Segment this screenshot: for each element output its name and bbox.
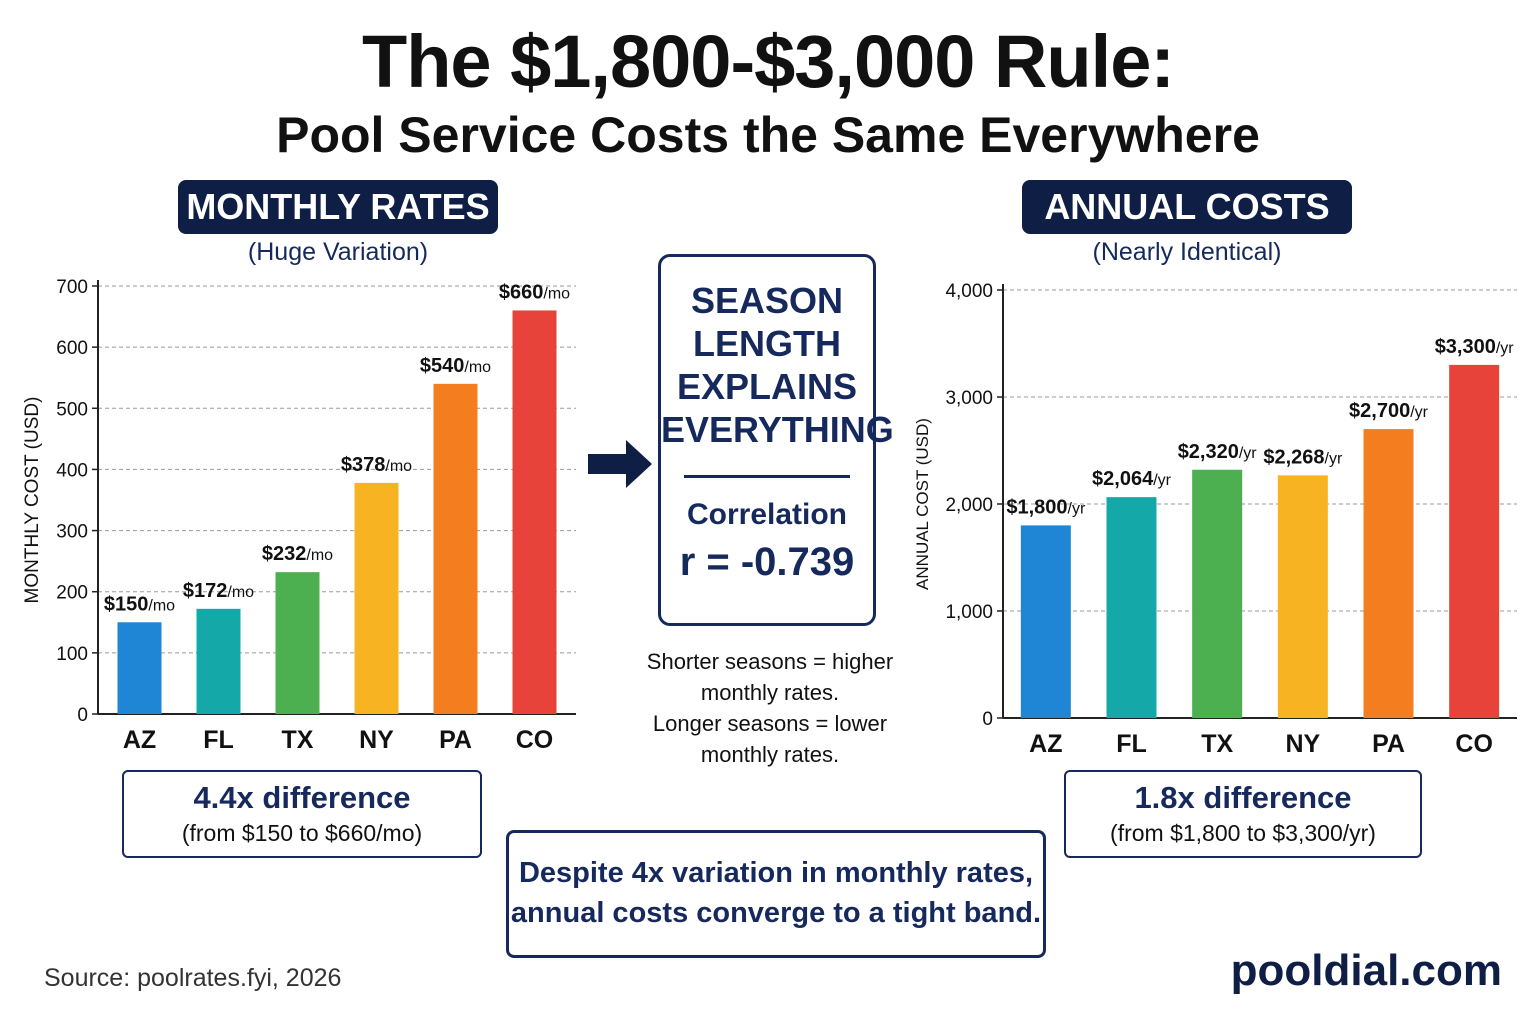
x-tick-label: NY (1285, 730, 1320, 758)
bar-co (512, 310, 557, 714)
season-note: Shorter seasons = higher monthly rates. … (630, 646, 910, 770)
y-tick-label: 4,000 (945, 281, 993, 302)
y-tick-label: 200 (56, 583, 88, 604)
monthly-difference-value: 4.4x difference (193, 780, 411, 815)
chart-title: The $1,800-$3,000 Rule: (362, 20, 1175, 103)
bar-fl (196, 608, 241, 714)
bar-pa (1363, 429, 1414, 718)
bar-tx (1192, 469, 1243, 718)
brand-logo-text: pooldial.com (1230, 946, 1502, 995)
y-tick-label: 0 (982, 709, 993, 730)
data-label: $2,268/yr (1263, 446, 1343, 468)
summary-box: Despite 4x variation in monthly rates, a… (506, 830, 1046, 958)
data-label: $378/mo (341, 454, 412, 476)
center-heading-line3: EXPLAINS (676, 366, 858, 407)
bar-co (1449, 364, 1500, 718)
y-tick-label: 300 (56, 522, 88, 543)
annual-costs-tag: ANNUAL COSTS (1022, 180, 1352, 234)
data-label: $2,320/yr (1178, 441, 1258, 463)
data-label: $2,064/yr (1092, 468, 1172, 490)
monthly-difference-box: 4.4x difference (from $150 to $660/mo) (122, 770, 482, 858)
data-label: $172/mo (183, 580, 254, 602)
y-tick-label: 600 (56, 338, 88, 359)
data-label: $232/mo (262, 543, 333, 565)
annual-difference-range: (from $1,800 to $3,300/yr) (1110, 820, 1376, 846)
y-tick-label: 2,000 (945, 495, 993, 516)
x-tick-label: FL (1116, 730, 1147, 758)
chart-subtitle: Pool Service Costs the Same Everywhere (276, 107, 1260, 163)
x-tick-label: FL (203, 726, 234, 754)
data-label: $660/mo (499, 281, 570, 303)
x-tick-label: AZ (1029, 730, 1062, 758)
annual-costs-chart: 0 1,000 2,000 3,000 4,000 ANNUAL COST (USD) $1… (913, 281, 1517, 758)
data-label: $1,800/yr (1006, 496, 1086, 518)
y-axis-label: ANNUAL COST (USD) (913, 418, 932, 590)
annual-difference-box: 1.8x difference (from $1,800 to $3,300/y… (1064, 770, 1422, 858)
x-tick-label: AZ (123, 726, 156, 754)
annual-costs-subtitle: (Nearly Identical) (1092, 238, 1282, 266)
center-heading-line1: SEASON (690, 280, 844, 321)
y-tick-label: 3,000 (945, 388, 993, 409)
y-tick-label: 500 (56, 399, 88, 420)
y-tick-label: 400 (56, 460, 88, 481)
data-label: $150/mo (104, 593, 175, 615)
bar-tx (275, 572, 320, 714)
center-divider (684, 475, 850, 478)
y-tick-label: 700 (56, 277, 88, 298)
season-note-line4: monthly rates. (700, 742, 840, 767)
bar-ny (1277, 475, 1328, 718)
bar-fl (1106, 497, 1157, 718)
monthly-difference-range: (from $150 to $660/mo) (181, 820, 423, 846)
monthly-rates-chart: 0 100 200 300 400 500 600 700 MONTHLY COST (USD)… (22, 277, 576, 754)
season-note-line2: monthly rates. (700, 680, 840, 705)
annual-difference-value: 1.8x difference (1134, 780, 1352, 815)
bar-az (1020, 525, 1071, 718)
season-note-line1: Shorter seasons = higher (646, 649, 894, 674)
bar-ny (354, 482, 399, 714)
bar-az (117, 622, 162, 714)
x-tick-label: CO (1455, 730, 1493, 758)
bar-pa (433, 383, 478, 714)
x-tick-label: TX (282, 726, 314, 754)
data-label: $3,300/yr (1435, 336, 1515, 358)
season-note-line3: Longer seasons = lower (652, 711, 888, 736)
y-tick-label: 1,000 (945, 602, 993, 623)
center-heading-line2: LENGTH (693, 323, 841, 364)
y-tick-label: 100 (56, 644, 88, 665)
monthly-rates-subtitle: (Huge Variation) (247, 238, 429, 266)
data-label: $2,700/yr (1349, 400, 1429, 422)
summary-line1: Despite 4x variation in monthly rates, (518, 857, 1034, 889)
y-tick-label: 0 (77, 705, 88, 726)
x-tick-label: PA (439, 726, 472, 754)
x-tick-label: CO (516, 726, 554, 754)
arrow-right-icon (588, 440, 652, 488)
season-length-box: SEASON LENGTH EXPLAINS EVERYTHING Correl… (658, 254, 894, 626)
x-tick-label: PA (1372, 730, 1405, 758)
y-axis-label: MONTHLY COST (USD) (22, 397, 43, 604)
center-heading-line4: EVERYTHING (661, 409, 894, 450)
correlation-label: Correlation (686, 498, 848, 531)
summary-line2: annual costs converge to a tight band. (510, 897, 1042, 929)
data-label: $540/mo (420, 355, 491, 377)
monthly-rates-tag: MONTHLY RATES (178, 180, 498, 234)
x-tick-label: TX (1201, 730, 1233, 758)
source-note: Source: poolrates.fyi, 2026 (44, 964, 342, 992)
x-tick-label: NY (359, 726, 394, 754)
correlation-value: r = -0.739 (679, 540, 855, 584)
